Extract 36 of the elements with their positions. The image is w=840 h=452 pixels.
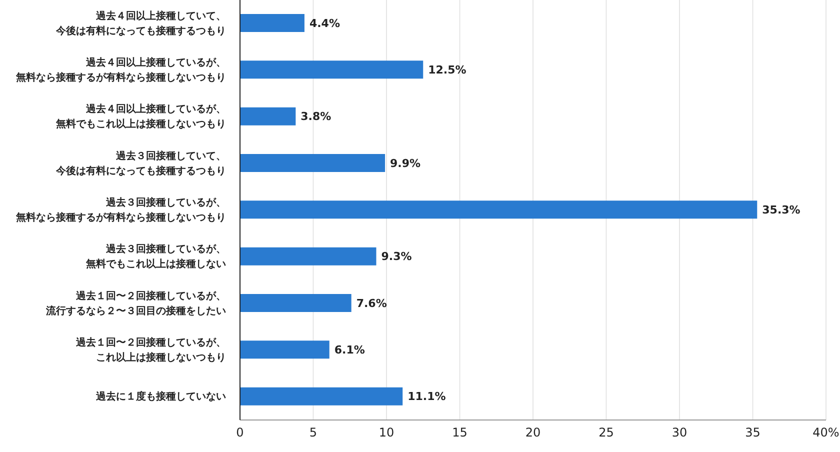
data-label: 12.5% [428, 64, 466, 77]
x-tick-label: 35 [745, 426, 760, 440]
bar [240, 387, 403, 406]
bar [240, 200, 758, 219]
x-tick-label: 10 [378, 426, 394, 440]
x-tick-label: 40% [812, 426, 840, 440]
bar [240, 247, 376, 266]
y-tick-label: 過去１回〜２回接種しているが、これ以上は接種しないつもり [75, 336, 226, 363]
bar [240, 340, 330, 359]
x-tick-label: 30 [672, 426, 688, 440]
y-tick-label: 過去に１度も接種していない [95, 390, 226, 402]
x-tick-label: 15 [452, 426, 468, 440]
y-tick-label: 過去１回〜２回接種しているが、流行するなら２〜３回目の接種をしたい [45, 289, 226, 316]
y-tick-label: 過去４回以上接種しているが、無料なら接種するが有料なら接種しないつもり [15, 56, 226, 83]
bar [240, 14, 304, 32]
bar [240, 107, 296, 126]
data-label: 11.1% [408, 390, 446, 404]
data-label: 35.3% [762, 204, 800, 217]
data-label: 7.6% [356, 296, 387, 310]
x-tick-label: 5 [309, 426, 318, 440]
data-label: 3.8% [300, 110, 332, 124]
bar [240, 294, 352, 312]
x-tick-label: 20 [525, 426, 541, 440]
y-tick-label: 過去３回接種しているが、無料なら接種するが有料なら接種しないつもり [15, 196, 226, 223]
bar [240, 60, 424, 79]
data-label: 4.4% [309, 16, 340, 30]
y-tick-label: 過去３回接種しているが、無料でもこれ以上は接種しない [85, 242, 226, 270]
data-label: 9.9% [390, 156, 421, 170]
x-tick-label: 0 [236, 426, 244, 440]
data-label: 9.3% [381, 250, 412, 264]
data-label: 6.1% [334, 344, 365, 357]
x-tick-label: 25 [598, 426, 614, 440]
y-tick-label: 過去４回以上接種していて、今後は有料になっても接種するつもり [55, 9, 226, 36]
y-tick-label: 過去３回接種していて、今後は有料になっても接種するつもり [55, 149, 226, 176]
bar [240, 154, 386, 172]
y-tick-label: 過去４回以上接種しているが、無料でもこれ以上は接種しないつもり [55, 102, 226, 130]
